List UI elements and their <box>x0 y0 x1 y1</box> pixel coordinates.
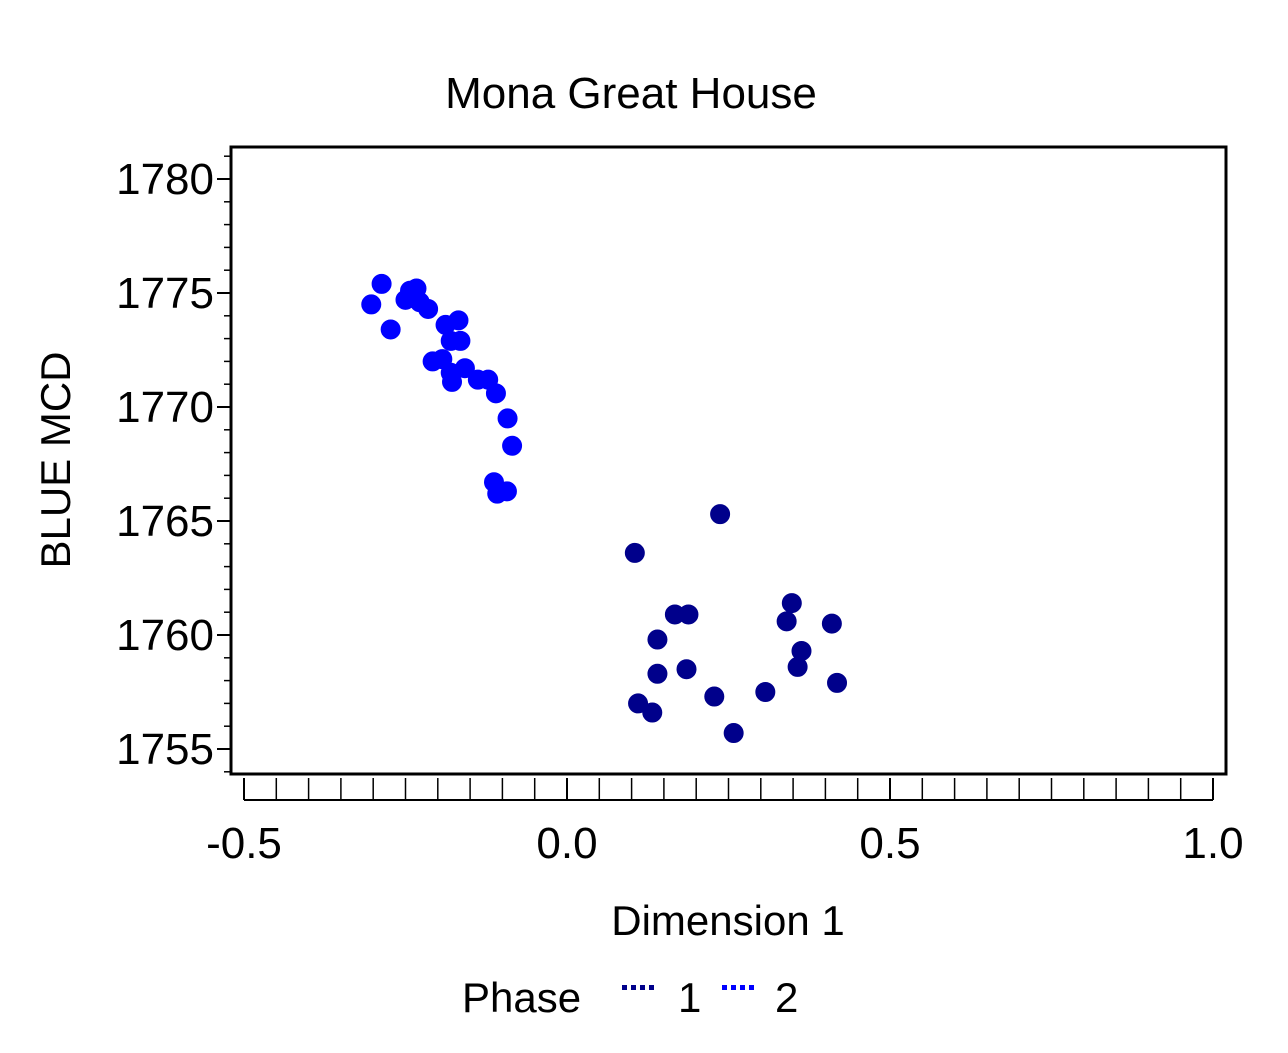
plot-frame <box>229 145 1228 776</box>
legend-dot <box>622 985 627 990</box>
data-point-phase-2 <box>361 294 382 315</box>
data-point-phase-2 <box>497 408 518 429</box>
x-tick-label: -0.5 <box>206 819 282 868</box>
data-point-phase-2 <box>450 330 471 351</box>
legend-dot <box>740 985 745 990</box>
x-tick-label: 0.0 <box>536 819 597 868</box>
data-point-phase-1 <box>642 702 663 723</box>
y-axis: 1755 1760 1765 1770 1775 1780 <box>116 155 231 774</box>
data-point-phase-1 <box>647 663 668 684</box>
data-point-phase-1 <box>821 613 842 634</box>
data-point-phase-2 <box>454 358 475 379</box>
data-points <box>361 273 848 744</box>
legend-dot <box>749 985 754 990</box>
data-point-phase-1 <box>624 542 645 563</box>
data-point-phase-2 <box>496 481 517 502</box>
legend: Phase 1 2 <box>462 974 798 1021</box>
x-tick-label: 0.5 <box>859 819 920 868</box>
legend-dot <box>640 985 645 990</box>
data-point-phase-1 <box>827 672 848 693</box>
y-tick-label: 1765 <box>116 497 214 546</box>
data-point-phase-1 <box>776 611 797 632</box>
legend-title: Phase <box>462 974 581 1021</box>
legend-dot <box>722 985 727 990</box>
data-point-phase-1 <box>710 504 731 525</box>
y-tick-label: 1760 <box>116 611 214 660</box>
data-point-phase-1 <box>628 693 649 714</box>
chart-title: Mona Great House <box>445 69 817 118</box>
x-axis-label: Dimension 1 <box>611 897 844 944</box>
y-tick-label: 1775 <box>116 269 214 318</box>
y-axis-label: BLUE MCD <box>32 351 79 568</box>
data-point-phase-2 <box>502 435 523 456</box>
data-point-phase-1 <box>781 593 802 614</box>
legend-label-phase-1: 1 <box>678 974 701 1021</box>
data-point-phase-2 <box>380 319 401 340</box>
data-point-phase-2 <box>485 383 506 404</box>
data-point-phase-1 <box>647 629 668 650</box>
data-point-phase-2 <box>448 310 469 331</box>
legend-dot <box>631 985 636 990</box>
y-tick-label: 1755 <box>116 725 214 774</box>
data-point-phase-2 <box>418 298 439 319</box>
data-point-phase-1 <box>723 723 744 744</box>
x-tick-label: 1.0 <box>1182 819 1243 868</box>
data-point-phase-1 <box>678 604 699 625</box>
data-point-phase-1 <box>704 686 725 707</box>
data-point-phase-2 <box>442 371 463 392</box>
legend-swatch-phase-2 <box>722 985 754 990</box>
data-point-phase-2 <box>371 273 392 294</box>
legend-dot <box>649 985 654 990</box>
legend-swatch-phase-1 <box>622 985 654 990</box>
data-point-phase-1 <box>676 659 697 680</box>
data-point-phase-1 <box>755 682 776 702</box>
legend-label-phase-2: 2 <box>775 974 798 1021</box>
legend-dot <box>731 985 736 990</box>
y-tick-label: 1780 <box>116 155 214 204</box>
y-tick-label: 1770 <box>116 383 214 432</box>
data-point-phase-1 <box>791 640 812 661</box>
x-axis: -0.5 0.0 0.5 1.0 <box>206 778 1244 868</box>
